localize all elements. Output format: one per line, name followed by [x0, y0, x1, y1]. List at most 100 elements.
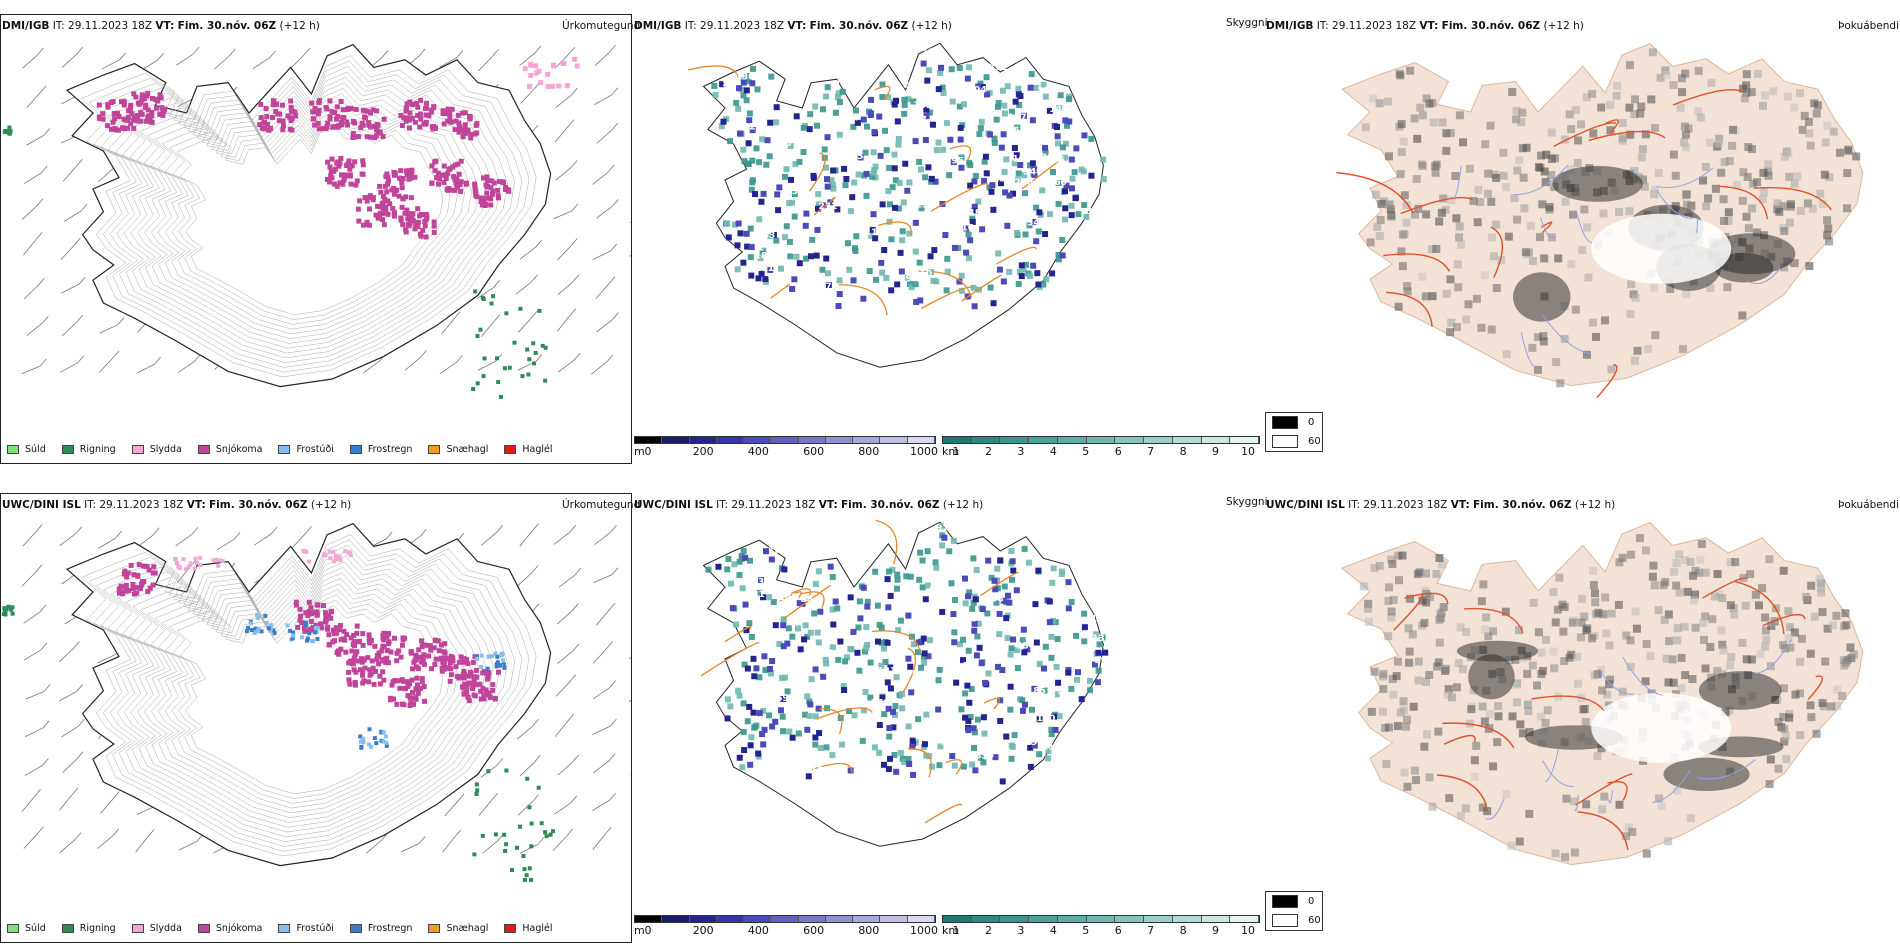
- visibility-value: 213: [987, 232, 1006, 242]
- colorbar-tick: 1: [952, 924, 960, 937]
- visibility-value: 166: [740, 202, 759, 212]
- colorbar-tick: 9: [1212, 445, 1220, 458]
- colorbar-tick: 6: [1114, 924, 1122, 937]
- visibility-header-top: DMI/IGB IT: 29.11.2023 18Z VT: Fim. 30.n…: [634, 20, 952, 32]
- visibility-value: 175: [845, 152, 864, 162]
- legend-swatch: [278, 445, 291, 454]
- visibility-value: 86: [800, 595, 813, 605]
- visibility-panel-top: 213 187 166 139 306 319 257 150 174 106 139 210 116 1…: [632, 14, 1264, 464]
- visibility-value: 145: [779, 593, 798, 603]
- legend-item: Frostregn: [349, 444, 412, 455]
- colorbar-unit: m: [634, 445, 645, 458]
- visibility-map-top: 213 187 166 139 306 319 257 150 174 106 139 210 116 1…: [687, 42, 1107, 368]
- visibility-value: 71: [963, 661, 976, 671]
- visibility-value: 206: [1041, 153, 1060, 163]
- visibility-value: 224: [1031, 578, 1050, 588]
- legend-swatch: [61, 445, 74, 454]
- fog-legend-row: 0: [1266, 892, 1322, 911]
- fog-header-bottom: UWC/DINI ISL IT: 29.11.2023 18Z VT: Fim.…: [1266, 499, 1616, 511]
- visibility-value: 231: [755, 264, 774, 274]
- fog-map-bottom: [1341, 522, 1864, 866]
- legend-item: Rigning: [61, 923, 116, 934]
- colorbar-segment: [971, 916, 1001, 922]
- visibility-value: 139: [786, 187, 805, 197]
- colorbar-tick: 4: [1049, 924, 1057, 937]
- visibility-value: 384: [1016, 641, 1035, 651]
- colorbar-segment: [771, 437, 799, 443]
- colorbar-segment: [880, 437, 908, 443]
- colorbar-tick: 400: [747, 445, 769, 458]
- panel-header-top: DMI/IGB IT: 29.11.2023 18Z VT: Fim. 30.n…: [2, 20, 320, 32]
- visibility-value: 89: [723, 80, 736, 90]
- visibility-value: 116: [955, 223, 974, 233]
- elevation-track: [634, 915, 936, 923]
- visibility-value: 83: [929, 586, 942, 596]
- colorbar-segment: [662, 916, 690, 922]
- visibility-colorbar-top: km 1 2 3 4 5 6 7 8 9 10: [942, 436, 1260, 458]
- colorbar-tick: 600: [803, 924, 825, 937]
- visibility-map-bottom: 115 104 135 170 121 129 133 144 91 83 224 250 269 238…: [700, 519, 1121, 847]
- fog-header-top: DMI/IGB IT: 29.11.2023 18Z VT: Fim. 30.n…: [1266, 20, 1584, 32]
- colorbar-segment: [1029, 916, 1058, 922]
- colorbar-segment: [943, 916, 972, 922]
- colorbar-tick: 4: [1049, 445, 1057, 458]
- elevation-ticks: m 0 200 400 600 800 1000: [634, 923, 938, 937]
- visibility-value: 226: [743, 123, 762, 133]
- visibility-value: 292: [1025, 738, 1044, 748]
- fog-legend-row: 60: [1266, 432, 1322, 451]
- colorbar-tick: 1000: [910, 445, 938, 458]
- visibility-value: 187: [1008, 113, 1027, 123]
- legend-label: Rigning: [79, 923, 116, 934]
- visibility-value: 135: [1102, 641, 1121, 651]
- legend-swatch: [197, 445, 210, 454]
- visibility-value: 150: [922, 48, 941, 58]
- legend-label: Frostúði: [296, 923, 334, 934]
- visibility-value: 127: [813, 282, 832, 292]
- fog-legend-row: 60: [1266, 911, 1322, 930]
- visibility-value: 110: [1036, 714, 1055, 724]
- colorbar-tick: 800: [858, 445, 880, 458]
- colorbar-tick: 7: [1147, 924, 1155, 937]
- legend-label: Frostregn: [367, 923, 413, 934]
- legend-swatch: [278, 924, 291, 933]
- colorbar-tick: 200: [692, 445, 714, 458]
- visibility-value: 158: [790, 246, 809, 256]
- colorbar-segment: [689, 916, 717, 922]
- colorbar-tick: 5: [1082, 445, 1090, 458]
- colorbar-segment: [1086, 916, 1116, 922]
- colorbar-segment: [1000, 437, 1030, 443]
- visibility-value: 1151: [865, 228, 890, 238]
- fog-legend-bottom: 0 60: [1265, 891, 1323, 931]
- legend-label: Haglél: [522, 923, 553, 934]
- legend-swatch: [349, 445, 362, 454]
- visibility-value: 394: [1094, 656, 1113, 666]
- colorbar-segment: [662, 437, 690, 443]
- colorbar-segment: [744, 916, 772, 922]
- visibility-value: 140: [1049, 105, 1068, 115]
- colorbar-tick: 0: [644, 924, 652, 937]
- legend-label: Snæhagl: [446, 444, 489, 455]
- colorbar-segment: [1144, 916, 1173, 922]
- colorbar-segment: [853, 916, 881, 922]
- visibility-value: 75: [906, 670, 919, 680]
- fog-panel-bottom: [1264, 493, 1900, 943]
- visibility-value: 86: [846, 701, 859, 711]
- colorbar-segment: [1029, 437, 1058, 443]
- fog-legend-swatch: [1272, 895, 1298, 908]
- precip-legend-bottom: Súld Rigning Slydda Snjókoma Frostúði Frostre…: [7, 923, 569, 934]
- colorbar-segment: [853, 437, 881, 443]
- visibility-value: 340: [1024, 168, 1043, 178]
- legend-swatch: [131, 924, 144, 933]
- visibility-value: 153: [913, 101, 932, 111]
- legend-label: Slydda: [149, 923, 182, 934]
- colorbar-unit: km: [942, 924, 960, 937]
- visibility-panel-bottom: 115 104 135 170 121 129 133 144 91 83 224 250 269 238…: [632, 493, 1264, 943]
- visibility-value: 81: [752, 590, 765, 600]
- colorbar-segment: [689, 437, 717, 443]
- colorbar-segment: [635, 916, 663, 922]
- visibility-value: 250: [816, 649, 835, 659]
- visibility-value: 319: [754, 227, 773, 237]
- colorbar-segment: [1115, 916, 1145, 922]
- colorbar-segment: [825, 437, 854, 443]
- legend-item: Snæhagl: [428, 444, 488, 455]
